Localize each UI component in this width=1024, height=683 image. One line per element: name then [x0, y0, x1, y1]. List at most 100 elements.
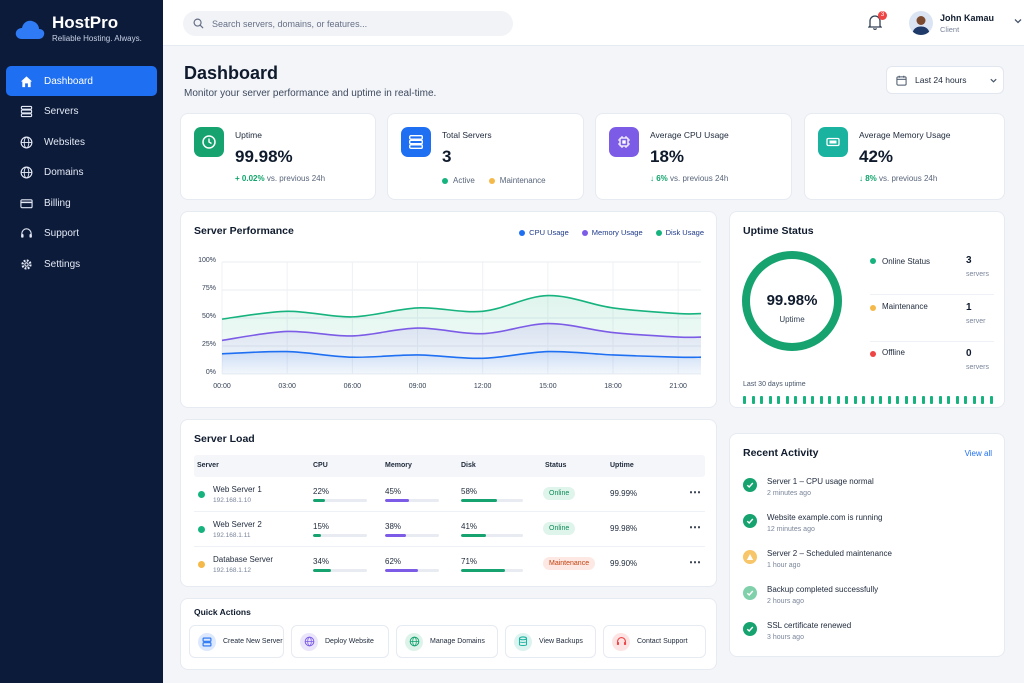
notification-badge: 3 — [878, 11, 887, 20]
sidebar-item-dashboard[interactable]: Dashboard — [6, 66, 157, 96]
user-menu[interactable]: John Kamau Client — [909, 11, 1023, 35]
globe-icon — [18, 165, 34, 181]
date-range-select[interactable]: Last 24 hours — [886, 66, 1004, 94]
activity-item[interactable]: Backup completed successfully 2 hours ag… — [743, 585, 878, 605]
uptime-value: 99.99% — [610, 489, 638, 498]
uptime-history-label: Last 30 days uptime — [743, 381, 806, 388]
sidebar-item-billing[interactable]: Billing — [6, 188, 157, 218]
deploy-website-button[interactable]: Deploy Website — [291, 625, 389, 658]
more-options-icon[interactable]: ⋯ — [689, 555, 702, 569]
table-row[interactable]: Database Server 192.168.1.12 34% 62% 71%… — [194, 547, 705, 582]
bell-icon — [867, 15, 883, 30]
activity-item[interactable]: Website example.com is running 12 minute… — [743, 513, 882, 533]
table-row[interactable]: Web Server 2 192.168.1.11 15% 38% 41% On… — [194, 512, 705, 547]
legend-disk[interactable]: Disk Usage — [655, 228, 704, 237]
uptime-day-bar — [862, 396, 866, 404]
uptime-day-bar — [785, 396, 789, 404]
activity-time: 1 hour ago — [767, 562, 801, 569]
globe-icon — [405, 632, 423, 651]
card-title: Uptime Status — [743, 225, 814, 237]
uptime-day-bar — [802, 396, 806, 404]
status-unit: server — [966, 318, 986, 325]
server-icon — [198, 632, 216, 651]
brand-logo[interactable]: HostPro Reliable Hosting. Always. — [14, 14, 142, 43]
uptime-day-bar — [777, 396, 781, 404]
server-name-cell: Web Server 2 192.168.1.11 — [213, 520, 262, 539]
stat-label: Average Memory Usage — [859, 130, 951, 140]
activity-time: 2 minutes ago — [767, 490, 811, 497]
x-tick-label: 09:00 — [408, 383, 427, 390]
delta-value: + 0.02% — [235, 174, 265, 183]
gear-icon — [18, 256, 34, 272]
activity-time: 12 minutes ago — [767, 526, 815, 533]
notifications-button[interactable]: 3 — [867, 11, 887, 35]
table-header: Server CPU Memory Disk Status Uptime — [194, 455, 705, 477]
legend-cpu[interactable]: CPU Usage — [519, 228, 569, 237]
activity-time: 2 hours ago — [767, 598, 804, 605]
more-options-icon[interactable]: ⋯ — [689, 520, 702, 534]
series-line-1[interactable] — [221, 322, 702, 342]
arrow-down-icon: ↓ — [650, 174, 654, 183]
x-tick-label: 06:00 — [343, 383, 362, 390]
sidebar-item-websites[interactable]: Websites — [6, 127, 157, 157]
cpu-value: 22% — [313, 487, 330, 496]
sidebar-item-domains[interactable]: Domains — [6, 158, 157, 188]
status-dot — [870, 305, 876, 311]
activity-item[interactable]: Server 2 – Scheduled maintenance 1 hour … — [743, 549, 892, 569]
activity-item[interactable]: SSL certificate renewed 3 hours ago — [743, 621, 851, 641]
cpu-icon — [609, 127, 639, 157]
x-tick-label: 15:00 — [539, 383, 557, 390]
x-tick-label: 18:00 — [604, 383, 622, 390]
calendar-icon — [896, 75, 907, 86]
series-line-2[interactable] — [221, 294, 702, 320]
status-badge: Online — [543, 487, 576, 500]
server-status-dot — [198, 491, 205, 498]
y-tick-label: 25% — [201, 341, 216, 348]
globe-icon — [18, 134, 34, 150]
create-server-button[interactable]: Create New Server — [189, 625, 284, 658]
view-backups-button[interactable]: View Backups — [505, 625, 596, 658]
uptime-day-bar — [896, 396, 900, 404]
action-label: View Backups — [539, 638, 583, 645]
legend-label: Memory Usage — [591, 228, 643, 237]
headset-icon — [612, 632, 630, 651]
uptime-day-bar — [981, 396, 985, 404]
stat-delta: ↓ 8% vs. previous 24h — [859, 174, 937, 183]
activity-item[interactable]: Server 1 – CPU usage normal 2 minutes ag… — [743, 477, 874, 497]
uptime-day-bar — [751, 396, 755, 404]
sidebar-item-support[interactable]: Support — [6, 219, 157, 249]
delta-value: 8% — [865, 174, 877, 183]
action-label: Contact Support — [637, 638, 688, 645]
uptime-day-bar — [760, 396, 764, 404]
col-memory: Memory — [385, 462, 412, 469]
active-label: Active — [453, 176, 475, 185]
server-icon — [401, 127, 431, 157]
server-name-cell: Web Server 1 192.168.1.10 — [213, 485, 262, 504]
view-all-link[interactable]: View all — [964, 449, 992, 458]
contact-support-button[interactable]: Contact Support — [603, 625, 706, 658]
uptime-day-bar — [947, 396, 951, 404]
activity-title: Server 2 – Scheduled maintenance — [767, 549, 892, 558]
legend-label: CPU Usage — [529, 228, 569, 237]
uptime-day-bar — [853, 396, 857, 404]
cpu-bar-fill — [313, 534, 322, 537]
series-line-0[interactable] — [221, 350, 702, 360]
manage-domains-button[interactable]: Manage Domains — [396, 625, 498, 658]
search-bar[interactable] — [183, 11, 513, 36]
search-input[interactable] — [212, 18, 492, 29]
sidebar-item-settings[interactable]: Settings — [6, 249, 157, 279]
legend-memory[interactable]: Memory Usage — [581, 228, 643, 237]
cpu-stat-card: Average CPU Usage 18% ↓ 6% vs. previous … — [595, 113, 792, 200]
server-status-dot — [198, 561, 205, 568]
activity-title: Server 1 – CPU usage normal — [767, 477, 874, 486]
table-row[interactable]: Web Server 1 192.168.1.10 22% 45% 58% On… — [194, 477, 705, 512]
uptime-day-bar — [913, 396, 917, 404]
memory-bar — [385, 499, 439, 502]
brand-tagline: Reliable Hosting. Always. — [52, 34, 142, 43]
more-options-icon[interactable]: ⋯ — [689, 485, 702, 499]
sidebar-item-servers[interactable]: Servers — [6, 97, 157, 127]
col-uptime: Uptime — [610, 462, 634, 469]
uptime-day-bar — [921, 396, 925, 404]
server-name: Database Server — [213, 555, 274, 564]
database-icon — [514, 632, 532, 651]
